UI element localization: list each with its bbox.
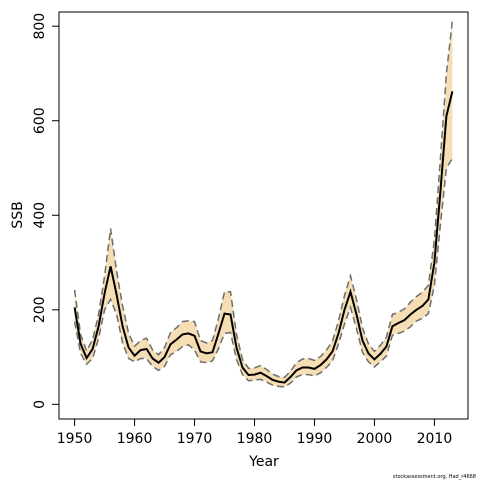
y-tick-label: 200 [32,296,48,323]
x-tick-label: 2000 [357,431,393,447]
x-axis: 1950 1960 1970 1980 1990 2000 2010 [57,419,452,447]
x-tick-label: 1960 [117,431,153,447]
credit-text: stockassessment.org, Had_r4668 [393,474,476,480]
x-tick-label: 1980 [237,431,273,447]
x-tick-label: 1970 [177,431,213,447]
lower-bound-line [73,158,454,388]
y-axis-title: SSB [10,201,26,228]
y-tick-label: 800 [32,13,48,40]
x-tick-label: 1950 [57,431,93,447]
ssb-estimate-line [73,91,454,384]
upper-bound-line [73,20,454,379]
y-tick-label: 400 [32,202,48,229]
x-tick-label: 1990 [297,431,333,447]
x-axis-title: Year [248,454,279,470]
confidence-band [74,20,453,387]
y-axis: 0 200 400 600 800 [32,13,59,409]
y-tick-label: 600 [32,107,48,134]
plot-frame [58,11,469,420]
x-tick-label: 2010 [417,431,453,447]
y-tick-label: 0 [32,400,48,409]
